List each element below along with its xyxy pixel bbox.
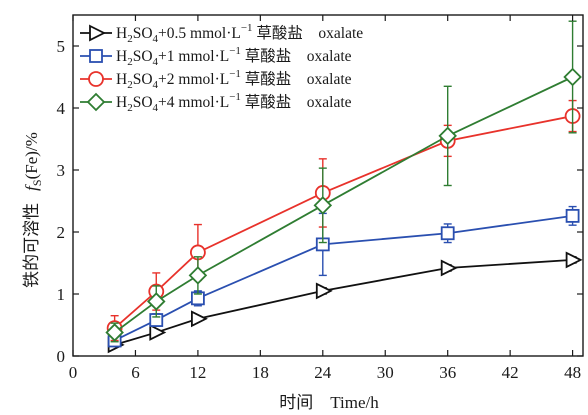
- data-point: [440, 226, 455, 241]
- series-line: [114, 259, 573, 346]
- legend-label-pre: H: [116, 71, 127, 88]
- x-tick-label: 12: [189, 363, 206, 382]
- legend-label-tail: 草酸盐 oxalate: [253, 24, 364, 42]
- y-axis-title-symbol: f: [22, 184, 41, 191]
- data-point: [313, 196, 333, 215]
- legend-marker: [88, 71, 104, 87]
- legend-item-3: H2SO4+2 mmol·L−1 草酸盐 oxalate: [80, 68, 352, 91]
- data-point: [565, 208, 580, 223]
- data-point: [149, 323, 167, 341]
- legend-label-post: +0.5 mmol·L: [158, 25, 241, 42]
- plot-frame: [72, 14, 584, 357]
- legend-label-sub1: 2: [127, 33, 133, 45]
- y-axis-title: 铁的可溶性 fS(Fe)/%: [22, 132, 44, 288]
- legend-label-sup: −1: [229, 91, 241, 103]
- series-3: [106, 99, 581, 342]
- data-point: [440, 259, 458, 277]
- series-line: [114, 76, 573, 334]
- data-point: [146, 292, 166, 311]
- legend-item-1: H2SO4+0.5 mmol·L−1 草酸盐 oxalate: [80, 22, 363, 45]
- legend-label-sub1: 2: [127, 56, 133, 68]
- legend-label-pre: H: [116, 94, 127, 111]
- x-tick-label: 24: [314, 363, 332, 382]
- y-tick-label: 2: [57, 223, 66, 242]
- legend-marker: [89, 24, 107, 42]
- legend-label-post: +1 mmol·L: [158, 48, 229, 65]
- legend-label: H2SO4+0.5 mmol·L−1 草酸盐 oxalate: [116, 22, 363, 45]
- legend-label-mid: SO: [133, 25, 153, 42]
- legend-label-mid: SO: [133, 48, 153, 65]
- legend-label: H2SO4+4 mmol·L−1 草酸盐 oxalate: [116, 91, 352, 114]
- series-4: [105, 20, 582, 343]
- legend-label: H2SO4+2 mmol·L−1 草酸盐 oxalate: [116, 68, 352, 91]
- legend-label-sub2: 4: [153, 79, 159, 91]
- legend-label-post: +2 mmol·L: [158, 71, 229, 88]
- legend-label-sub2: 4: [153, 33, 159, 45]
- x-axis-title: 时间 Time/h: [279, 393, 379, 412]
- legend-label-pre: H: [116, 25, 127, 42]
- y-tick-label: 3: [57, 161, 66, 180]
- legend-label-tail: 草酸盐 oxalate: [241, 93, 352, 111]
- legend-label-sub1: 2: [127, 102, 133, 114]
- series-line: [114, 214, 573, 342]
- series-line: [114, 115, 573, 329]
- legend-label-mid: SO: [133, 71, 153, 88]
- y-axis-title-subscript: S: [30, 179, 44, 186]
- legend-label-sup: −1: [241, 22, 253, 34]
- legend-label-pre: H: [116, 48, 127, 65]
- x-tick-label: 48: [564, 363, 581, 382]
- y-axis-title-main: 铁的可溶性: [22, 203, 41, 288]
- legend-label-sub1: 2: [127, 79, 133, 91]
- legend-label-sub2: 4: [153, 102, 159, 114]
- legend-label-sub2: 4: [153, 56, 159, 68]
- y-axis-title-unit: (Fe)/%: [22, 132, 41, 179]
- legend-label-sup: −1: [229, 45, 241, 57]
- y-tick-label: 4: [57, 99, 66, 118]
- data-point: [565, 251, 583, 269]
- legend-label-mid: SO: [133, 94, 153, 111]
- y-tick-label: 5: [57, 37, 66, 56]
- legend-label-tail: 草酸盐 oxalate: [241, 70, 352, 88]
- x-tick-label: 36: [439, 363, 456, 382]
- legend-label: H2SO4+1 mmol·L−1 草酸盐 oxalate: [116, 45, 352, 68]
- legend-label-sup: −1: [229, 68, 241, 80]
- x-tick-label: 42: [502, 363, 519, 382]
- data-point: [190, 310, 208, 328]
- legend-item-2: H2SO4+1 mmol·L−1 草酸盐 oxalate: [80, 45, 352, 68]
- x-tick-label: 30: [377, 363, 394, 382]
- legend-item-4: H2SO4+4 mmol·L−1 草酸盐 oxalate: [80, 91, 352, 114]
- y-tick-label: 1: [57, 285, 66, 304]
- legend-label-post: +4 mmol·L: [158, 94, 229, 111]
- data-point: [105, 323, 124, 342]
- x-tick-label: 0: [69, 363, 78, 382]
- data-point: [438, 126, 457, 146]
- x-tick-label: 6: [131, 363, 140, 382]
- series-1: [107, 251, 583, 354]
- x-tick-label: 18: [252, 363, 269, 382]
- series-layer: [105, 20, 583, 354]
- legend-marker: [86, 92, 106, 112]
- data-point: [315, 282, 333, 300]
- data-point: [563, 67, 582, 87]
- legend-label-tail: 草酸盐 oxalate: [241, 47, 352, 65]
- data-point: [188, 266, 208, 285]
- y-tick-label: 0: [57, 347, 66, 366]
- legend-marker: [89, 49, 103, 63]
